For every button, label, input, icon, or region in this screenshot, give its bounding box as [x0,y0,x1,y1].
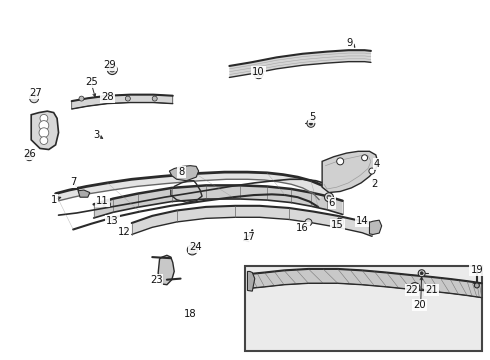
Text: 14: 14 [356,216,368,226]
Circle shape [40,137,48,144]
Text: 27: 27 [30,88,43,98]
Circle shape [104,201,110,207]
Text: 9: 9 [347,38,353,48]
Text: 16: 16 [296,224,309,233]
Text: 13: 13 [106,216,119,226]
Text: 10: 10 [252,67,265,77]
Text: 15: 15 [331,220,344,230]
Circle shape [410,283,420,293]
Text: 22: 22 [406,285,418,296]
Text: 25: 25 [85,77,98,87]
Text: 1: 1 [50,195,57,205]
Circle shape [369,168,375,174]
Circle shape [305,219,312,226]
Text: 2: 2 [371,179,377,189]
Circle shape [25,153,33,161]
Text: 19: 19 [470,265,483,275]
Text: 18: 18 [184,310,196,319]
Polygon shape [369,220,382,234]
Text: 12: 12 [118,227,130,237]
Circle shape [39,128,49,138]
Text: 4: 4 [374,159,380,169]
Circle shape [39,121,49,130]
Text: 26: 26 [23,149,36,159]
Circle shape [110,67,115,72]
Polygon shape [158,255,174,285]
Text: 17: 17 [243,232,255,242]
Circle shape [362,155,368,161]
Circle shape [190,247,195,252]
Circle shape [27,155,31,158]
Text: 28: 28 [101,92,114,102]
Text: 29: 29 [103,59,116,69]
Polygon shape [132,206,372,236]
Circle shape [413,285,417,289]
Text: 23: 23 [150,275,163,285]
Circle shape [125,96,130,101]
Polygon shape [94,185,343,218]
Circle shape [309,122,313,125]
Circle shape [254,70,263,79]
Circle shape [327,195,331,199]
Circle shape [79,96,84,101]
Polygon shape [247,271,255,291]
Text: 21: 21 [425,285,438,296]
Text: 6: 6 [329,198,335,208]
Circle shape [336,218,343,226]
Circle shape [337,158,343,165]
Text: 3: 3 [93,130,99,140]
Circle shape [418,270,425,277]
Text: 20: 20 [414,300,426,310]
Circle shape [40,114,48,122]
Polygon shape [72,95,173,109]
Circle shape [107,64,117,75]
Circle shape [307,120,315,127]
Circle shape [101,96,106,101]
Circle shape [152,96,157,101]
Circle shape [30,94,39,103]
Polygon shape [78,190,90,197]
Text: 5: 5 [309,112,316,122]
Bar [245,266,482,351]
Circle shape [474,283,479,288]
Circle shape [338,221,341,224]
Polygon shape [250,269,482,298]
Polygon shape [170,166,198,181]
Circle shape [324,193,333,202]
Polygon shape [322,151,378,193]
Text: 7: 7 [70,177,76,187]
Circle shape [187,245,197,255]
Polygon shape [55,172,329,201]
Polygon shape [31,111,58,149]
Circle shape [420,272,423,275]
Text: 8: 8 [178,167,185,177]
Polygon shape [229,50,371,77]
Text: 11: 11 [96,196,109,206]
Text: 24: 24 [189,242,201,252]
Circle shape [257,72,261,76]
